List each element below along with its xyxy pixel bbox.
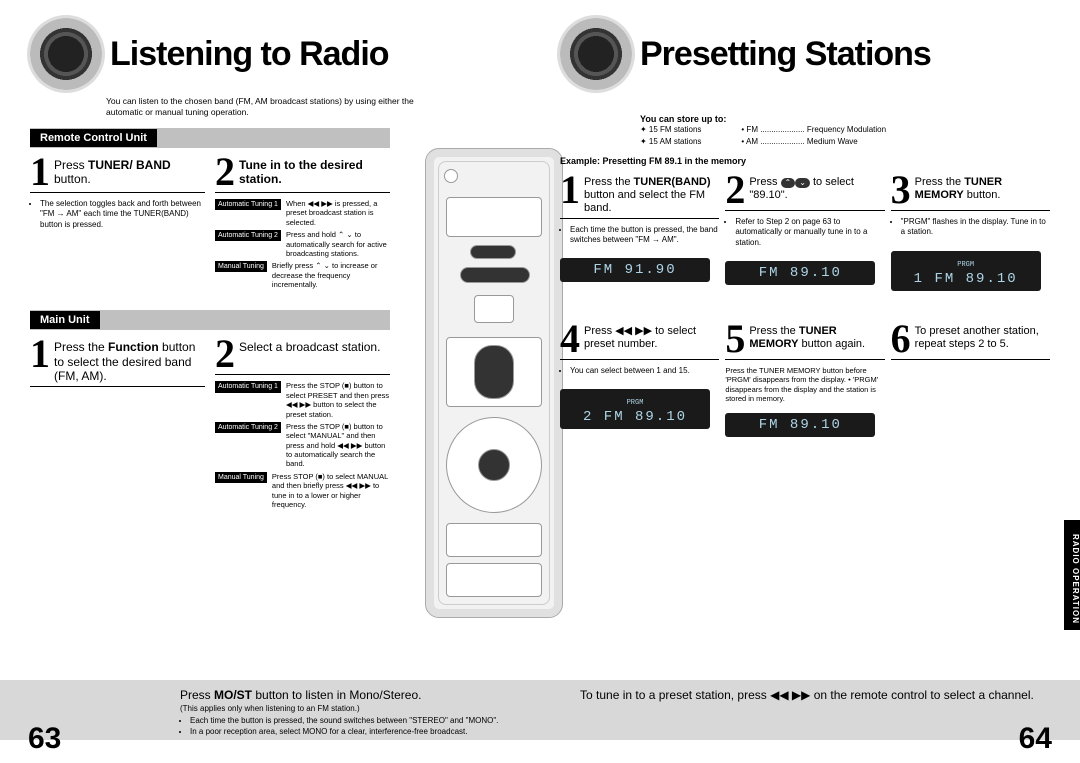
speaker-icon [30, 18, 102, 90]
left-page: Listening to Radio You can listen to the… [30, 0, 540, 680]
footer-bullet-1: Each time the button is pressed, the sou… [190, 716, 560, 726]
m-tag-auto2: Automatic Tuning 2 [215, 422, 281, 433]
footer-left-main: Press MO/ST button to listen in Mono/Ste… [180, 688, 560, 702]
step2-text: Tune in to the desired station. [239, 154, 390, 187]
r3-num: 3 [891, 172, 911, 208]
tag-manual: Manual Tuning [215, 261, 267, 272]
step2-num: 2 [215, 154, 235, 190]
r6-text: To preset another station, repeat steps … [915, 321, 1050, 351]
r4-num: 4 [560, 321, 580, 357]
storeup-fm: ✦ 15 FM stations [640, 124, 701, 136]
section-remote: Remote Control Unit [30, 128, 390, 148]
footer-left-sub1: (This applies only when listening to an … [180, 704, 560, 714]
m-auto1-text: Press the STOP (■) button to select PRES… [286, 381, 390, 419]
tag-auto1: Automatic Tuning 1 [215, 199, 281, 210]
storeup-list: ✦ 15 FM stations ✦ 15 AM stations • FM .… [640, 124, 1050, 148]
right-page: Presetting Stations You can store up to:… [560, 0, 1050, 680]
r4-note: You can select between 1 and 15. [570, 366, 719, 376]
r5-text: Press the TUNER MEMORY button again. [749, 321, 884, 351]
example-label: Example: Presetting FM 89.1 in the memor… [560, 156, 1050, 166]
remote-illustration [425, 148, 563, 618]
r6-num: 6 [891, 321, 911, 357]
page-title-right: Presetting Stations [640, 35, 931, 74]
main-step1-text: Press the Function button to select the … [54, 336, 205, 383]
leg-am: • AM .................... Medium Wave [741, 136, 886, 148]
side-tab: RADIO OPERATION [1064, 520, 1080, 630]
r2-note: Refer to Step 2 on page 63 to automatica… [735, 217, 884, 248]
page-number-left: 63 [28, 722, 61, 756]
tag-auto2: Automatic Tuning 2 [215, 230, 281, 241]
auto2-text: Press and hold ⌃ ⌄ to automatically sear… [286, 230, 390, 258]
step1-text: Press TUNER/ BAND button. [54, 154, 205, 187]
storeup-label: You can store up to: [640, 114, 1050, 124]
m-auto2-text: Press the STOP (■) button to select "MAN… [286, 422, 390, 469]
r5-note: Press the TUNER MEMORY button before 'PR… [725, 366, 884, 404]
section-remote-label: Remote Control Unit [30, 129, 157, 147]
footer-bullet-2: In a poor reception area, select MONO fo… [190, 727, 560, 737]
r1-note: Each time the button is pressed, the ban… [570, 225, 719, 246]
leg-fm: • FM .................... Frequency Modu… [741, 124, 886, 136]
main-step2-num: 2 [215, 336, 235, 372]
footer-right: To tune in to a preset station, press ◀◀… [580, 688, 1050, 702]
r2-text: Press ⌃⌄ to select "89.10". [749, 172, 884, 202]
m-tag-auto1: Automatic Tuning 1 [215, 381, 281, 392]
r3-note: "PRGM" flashes in the display. Tune in t… [901, 217, 1050, 238]
page-number-right: 64 [1019, 722, 1052, 756]
lcd-2: FM 89.10 [725, 261, 875, 285]
main-step1-num: 1 [30, 336, 50, 372]
r1-num: 1 [560, 172, 580, 208]
r1-text: Press the TUNER(BAND) button and select … [584, 172, 719, 216]
intro-text: You can listen to the chosen band (FM, A… [106, 96, 446, 118]
r4-text: Press ◀◀ ▶▶ to select preset number. [584, 321, 719, 351]
footer-left: Press MO/ST button to listen in Mono/Ste… [180, 688, 560, 737]
section-main-label: Main Unit [30, 311, 100, 329]
step1-num: 1 [30, 154, 50, 190]
lcd-3: PRGM1 FM 89.10 [891, 251, 1041, 291]
m-manual-text: Press STOP (■) to select MANUAL and then… [272, 472, 390, 510]
page-title-left: Listening to Radio [110, 35, 389, 74]
lcd-4: PRGM2 FM 89.10 [560, 389, 710, 429]
speaker-icon-r [560, 18, 632, 90]
r5-num: 5 [725, 321, 745, 357]
auto1-text: When ◀◀ ▶▶ is pressed, a preset broadcas… [286, 199, 390, 227]
main-step2-text: Select a broadcast station. [239, 336, 380, 354]
r3-text: Press the TUNER MEMORY button. [915, 172, 1050, 202]
storeup-am: ✦ 15 AM stations [640, 136, 701, 148]
lcd-5: FM 89.10 [725, 413, 875, 437]
manual-text: Briefly press ⌃ ⌄ to increase or decreas… [272, 261, 390, 289]
m-tag-manual: Manual Tuning [215, 472, 267, 483]
step1-note: The selection toggles back and forth bet… [40, 199, 205, 230]
r2-num: 2 [725, 172, 745, 208]
lcd-1: FM 91.90 [560, 258, 710, 282]
section-main: Main Unit [30, 310, 390, 330]
